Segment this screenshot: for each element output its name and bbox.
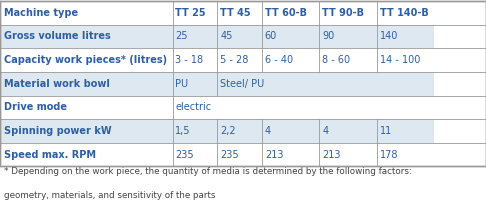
- Bar: [0, 1, 173, 25]
- Text: * Depending on the work piece, the quantity of media is determined by the follow: * Depending on the work piece, the quant…: [4, 167, 412, 176]
- Text: 140: 140: [380, 32, 398, 42]
- Text: TT 60-B: TT 60-B: [265, 8, 307, 18]
- Text: TT 90-B: TT 90-B: [322, 8, 364, 18]
- Bar: [217, 1, 262, 25]
- Text: 235: 235: [220, 150, 239, 160]
- Bar: [0, 1, 486, 166]
- Text: Speed max. RPM: Speed max. RPM: [4, 150, 96, 160]
- Bar: [319, 1, 377, 25]
- Text: 14 - 100: 14 - 100: [380, 55, 420, 65]
- Bar: [319, 48, 377, 72]
- Bar: [0, 143, 173, 166]
- Text: electric: electric: [175, 102, 211, 112]
- Text: 1,5: 1,5: [175, 126, 191, 136]
- Bar: [262, 143, 319, 166]
- Bar: [217, 119, 262, 143]
- Bar: [319, 25, 377, 48]
- Text: Spinning power kW: Spinning power kW: [4, 126, 111, 136]
- Text: 5 - 28: 5 - 28: [220, 55, 248, 65]
- Bar: [377, 119, 434, 143]
- Bar: [319, 119, 377, 143]
- Text: 45: 45: [220, 32, 232, 42]
- Text: 4: 4: [265, 126, 271, 136]
- Text: Machine type: Machine type: [4, 8, 78, 18]
- Bar: [0, 25, 173, 48]
- Bar: [173, 48, 217, 72]
- Text: 11: 11: [380, 126, 392, 136]
- Text: 25: 25: [175, 32, 188, 42]
- Text: 213: 213: [322, 150, 341, 160]
- Bar: [377, 143, 434, 166]
- Bar: [262, 119, 319, 143]
- Bar: [217, 48, 262, 72]
- Text: 60: 60: [265, 32, 277, 42]
- Bar: [173, 72, 434, 96]
- Text: 6 - 40: 6 - 40: [265, 55, 293, 65]
- Text: PU: PU: [175, 79, 189, 89]
- Text: 8 - 60: 8 - 60: [322, 55, 350, 65]
- Bar: [0, 119, 173, 143]
- Bar: [173, 1, 217, 25]
- Bar: [217, 143, 262, 166]
- Bar: [173, 25, 217, 48]
- Text: 90: 90: [322, 32, 334, 42]
- Text: 235: 235: [175, 150, 194, 160]
- Bar: [262, 1, 319, 25]
- Bar: [0, 96, 486, 119]
- Bar: [377, 25, 434, 48]
- Text: 4: 4: [322, 126, 329, 136]
- Bar: [377, 48, 434, 72]
- Text: TT 45: TT 45: [220, 8, 251, 18]
- Text: geometry, materials, and sensitivity of the parts: geometry, materials, and sensitivity of …: [4, 191, 215, 200]
- Text: Steel/ PU: Steel/ PU: [220, 79, 264, 89]
- Bar: [0, 48, 173, 72]
- Bar: [173, 119, 217, 143]
- Text: TT 140-B: TT 140-B: [380, 8, 428, 18]
- Text: Gross volume litres: Gross volume litres: [4, 32, 111, 42]
- Text: 213: 213: [265, 150, 283, 160]
- Text: Capacity work pieces* (litres): Capacity work pieces* (litres): [4, 55, 167, 65]
- Text: Drive mode: Drive mode: [4, 102, 67, 112]
- Text: 3 - 18: 3 - 18: [175, 55, 204, 65]
- Bar: [262, 25, 319, 48]
- Text: 178: 178: [380, 150, 398, 160]
- Bar: [0, 72, 173, 96]
- Text: 2,2: 2,2: [220, 126, 236, 136]
- Bar: [217, 25, 262, 48]
- Text: TT 25: TT 25: [175, 8, 206, 18]
- Bar: [377, 1, 434, 25]
- Bar: [173, 143, 217, 166]
- Bar: [319, 143, 377, 166]
- Bar: [262, 48, 319, 72]
- Text: Material work bowl: Material work bowl: [4, 79, 110, 89]
